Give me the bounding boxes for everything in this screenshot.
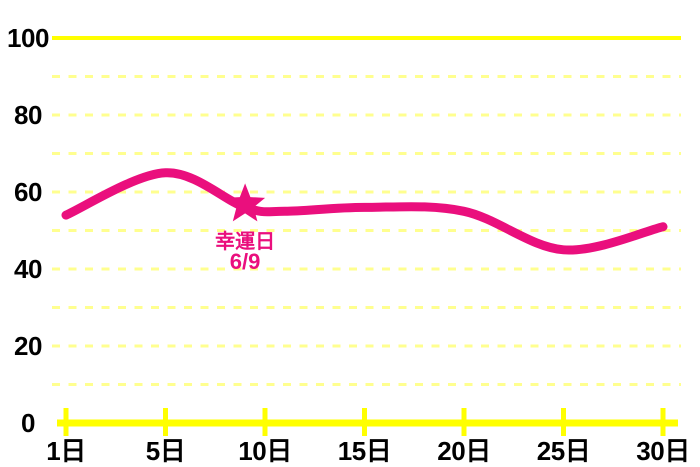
y-axis-label: 80 [14, 100, 42, 130]
x-axis-tick [163, 408, 168, 436]
x-axis-tick [461, 408, 467, 436]
y-axis-label: 60 [14, 177, 42, 207]
y-axis-label: 20 [14, 331, 42, 361]
fortune-line [61, 168, 668, 255]
x-axis-tick [362, 408, 367, 436]
x-axis-label: 15日 [338, 436, 391, 466]
x-axis-tick [660, 408, 666, 436]
y-axis-label: 40 [14, 254, 42, 284]
y-axis-label: 100 [7, 23, 49, 53]
x-axis-tick [262, 408, 268, 436]
x-axis-label: 20日 [437, 436, 490, 466]
lucky-day-date-label: 6/9 [230, 249, 261, 274]
x-axis-label: 5日 [146, 436, 185, 466]
x-axis-label: 25日 [537, 436, 590, 466]
x-axis-tick [63, 408, 69, 436]
y-axis-label: 0 [21, 408, 35, 438]
x-axis-label: 10日 [238, 436, 291, 466]
x-axis-tick [561, 408, 566, 436]
lucky-day-star-icon [225, 183, 266, 222]
lucky-day-label: 幸運日 [215, 230, 275, 253]
x-axis-label: 30日 [636, 436, 689, 466]
x-axis-label: 1日 [46, 436, 85, 466]
